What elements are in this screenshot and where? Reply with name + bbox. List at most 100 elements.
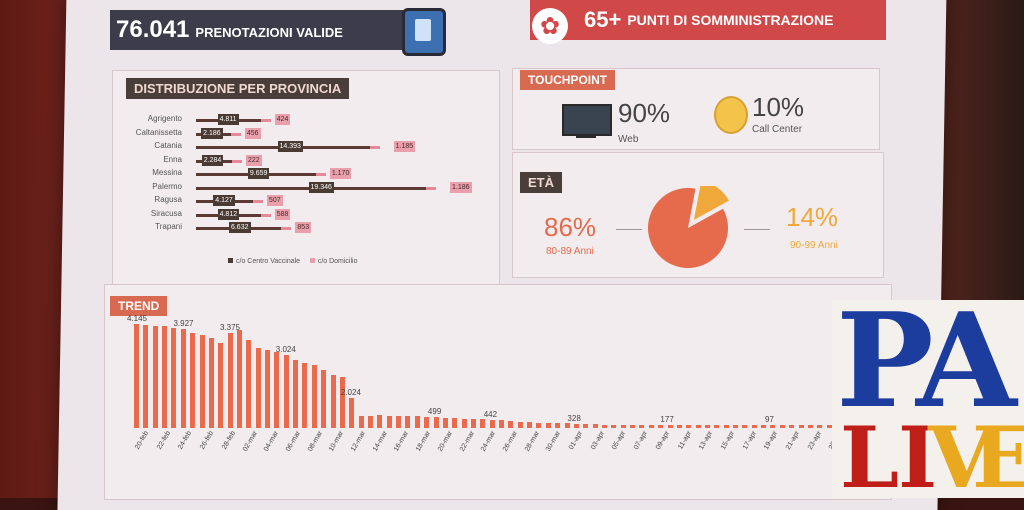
- trend-panel: [104, 284, 892, 500]
- bookings-number: 76.041: [116, 16, 190, 43]
- trend-bar: [779, 425, 785, 428]
- trend-title: TREND: [110, 296, 168, 316]
- age-b-label: 90-99 Anni: [790, 240, 838, 251]
- trend-bar: [817, 425, 823, 428]
- trend-bar: [592, 424, 598, 428]
- home-bar: [281, 227, 292, 230]
- trend-bar: [611, 424, 617, 428]
- home-bar: [260, 119, 271, 122]
- trend-bar: [499, 420, 505, 428]
- center-value: 2.284: [201, 154, 224, 166]
- trend-bar: [302, 362, 308, 428]
- headset-icon: [714, 96, 748, 134]
- province-name: Catania: [154, 141, 182, 150]
- pie-slice-90-99: [693, 186, 729, 220]
- bookings-banner: 76.041 PRENOTAZIONI VALIDE: [110, 10, 410, 50]
- trend-bar: [639, 425, 645, 428]
- province-name: Caltanissetta: [135, 127, 182, 137]
- trend-bar: [676, 425, 682, 428]
- trend-bar: [433, 417, 439, 428]
- trend-bar: [826, 425, 832, 428]
- trend-value-label: 442: [483, 409, 498, 419]
- trend-bar: [330, 375, 336, 428]
- callcenter-label: Call Center: [752, 124, 803, 135]
- trend-bar: [171, 327, 177, 428]
- province-row: Trapani 6.632 853: [112, 222, 492, 234]
- home-value: 1.185: [393, 141, 416, 152]
- trend-chart: 4.1453.9273.3753.0242.024499442328177974…: [127, 300, 978, 428]
- trend-bar: [527, 422, 533, 428]
- logo-letter-v: V: [928, 408, 994, 507]
- points-number: 65+: [584, 7, 622, 32]
- home-bar: [315, 173, 326, 176]
- age-a-percentage: 86%: [544, 212, 597, 242]
- trend-axis: 20-feb 22-feb 24-feb 26-feb 28-feb 02-mar 04-m…: [104, 428, 866, 488]
- center-value: 4.811: [217, 114, 239, 125]
- trend-bar: [517, 421, 523, 428]
- province-name: Palermo: [152, 181, 182, 191]
- trend-bar: [555, 423, 561, 428]
- trend-bar: [630, 425, 636, 428]
- callcenter-percentage: 10%: [752, 92, 805, 122]
- age-pie-chart: [648, 186, 729, 268]
- trend-bar: [236, 330, 242, 428]
- trend-bar: [602, 424, 607, 428]
- trend-bar: [658, 425, 664, 428]
- trend-bar: [143, 325, 149, 428]
- trend-bar: [339, 377, 345, 428]
- home-value: 588: [274, 208, 291, 220]
- center-value: 6.632: [228, 222, 251, 233]
- home-bar: [252, 200, 263, 203]
- trend-bar: [208, 337, 214, 428]
- province-name: Enna: [163, 154, 182, 164]
- province-legend: c/o Centro Vaccinale c/o Domicilio: [228, 258, 358, 265]
- province-name: Siracusa: [150, 208, 182, 218]
- province-row: Catania 14.393 1.185: [112, 141, 492, 153]
- trend-bar: [442, 417, 448, 428]
- trend-bar: [733, 425, 739, 428]
- trend-bar: [667, 425, 673, 428]
- web-percentage: 90%: [618, 98, 671, 128]
- trend-bar: [255, 347, 261, 428]
- logo-letter-e: E: [972, 408, 1024, 507]
- home-bar: [231, 159, 242, 163]
- trend-bar: [274, 352, 280, 428]
- trend-bar: [761, 425, 767, 428]
- trend-bar: [742, 425, 748, 428]
- trend-value-label: 499: [427, 407, 442, 417]
- home-value: 222: [245, 154, 262, 166]
- trend-bar: [489, 419, 495, 428]
- trend-value-label: 3.927: [173, 319, 194, 329]
- center-value: 4.127: [213, 195, 235, 206]
- trend-value-label: 4.145: [126, 314, 148, 323]
- trend-bar: [583, 424, 589, 428]
- trend-bar: [349, 397, 355, 428]
- home-value: 853: [295, 222, 312, 233]
- home-value: 424: [274, 114, 291, 125]
- province-row: Caltanissetta 2.186 456: [112, 127, 492, 140]
- logo-letter-a: A: [916, 284, 1017, 437]
- home-bar: [260, 213, 271, 217]
- trend-bar: [199, 335, 205, 428]
- trend-bar: [180, 329, 186, 428]
- bookings-label: PRENOTAZIONI VALIDE: [195, 24, 343, 40]
- center-value: 14.393: [277, 141, 303, 152]
- points-label: PUNTI DI SOMMINISTRAZIONE: [627, 12, 834, 28]
- province-row: Palermo 19.346 1.186: [112, 181, 492, 194]
- trend-value-label: 97: [764, 415, 774, 424]
- trend-bar: [162, 326, 168, 428]
- trend-value-label: 2.024: [340, 387, 361, 397]
- trend-bar: [686, 425, 692, 428]
- home-bar: [369, 146, 380, 149]
- trend-bar: [152, 325, 158, 428]
- age-b-percentage: 14%: [786, 202, 839, 232]
- monitor-icon: [562, 104, 612, 136]
- age-a-connector: [616, 229, 642, 230]
- trend-bar: [246, 340, 252, 428]
- trend-bar: [293, 360, 299, 428]
- trend-bar: [283, 355, 289, 428]
- age-a-label: 80-89 Anni: [546, 246, 594, 257]
- center-value: 2.186: [201, 127, 223, 139]
- home-value: 507: [266, 195, 283, 206]
- trend-bar: [704, 425, 710, 428]
